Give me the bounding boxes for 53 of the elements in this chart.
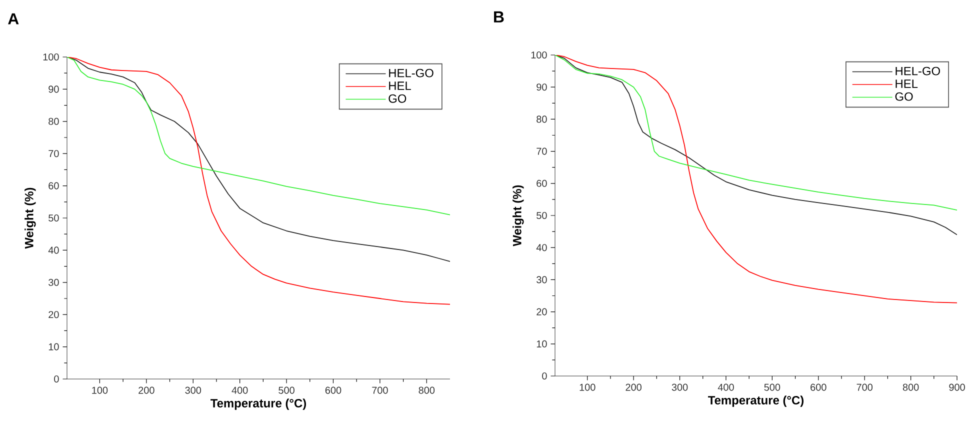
y-tick-label: 70 bbox=[48, 150, 59, 158]
y-tick-label: 70 bbox=[536, 148, 547, 155]
legend-label: HEL bbox=[896, 80, 918, 88]
y-tick-label: 40 bbox=[48, 246, 59, 254]
chart-title: B bbox=[494, 11, 504, 22]
x-tick-label: 200 bbox=[138, 386, 154, 394]
legend-label: HEL-GO bbox=[389, 68, 434, 78]
y-tick-label: 80 bbox=[536, 116, 547, 123]
y-tick-label: 80 bbox=[48, 118, 59, 125]
line-series bbox=[67, 56, 450, 216]
x-tick-label: 800 bbox=[418, 386, 435, 394]
x-tick-label: 100 bbox=[580, 384, 596, 391]
x-tick-label: 100 bbox=[92, 386, 108, 394]
legend-label: HEL-GO bbox=[896, 66, 940, 76]
y-tick-label: 30 bbox=[48, 278, 59, 286]
y-tick-label: 0 bbox=[542, 372, 547, 380]
y-tick-label: 90 bbox=[536, 84, 547, 91]
y-axis-title: Weight (%) bbox=[24, 188, 36, 249]
x-tick-label: 600 bbox=[325, 386, 342, 394]
x-tick-label: 200 bbox=[626, 384, 642, 391]
y-axis-title: Weight (%) bbox=[512, 185, 524, 246]
x-tick-label: 300 bbox=[672, 384, 688, 391]
y-tick-label: 10 bbox=[48, 343, 59, 350]
y-tick-label: 40 bbox=[536, 244, 547, 252]
x-tick-label: 700 bbox=[856, 384, 873, 391]
y-tick-label: 60 bbox=[48, 182, 59, 190]
y-tick-label: 90 bbox=[48, 86, 59, 93]
y-tick-label: 30 bbox=[536, 276, 547, 284]
x-tick-label: 800 bbox=[902, 384, 919, 391]
y-tick-label: 100 bbox=[43, 53, 59, 61]
x-axis-title: Temperature (°C) bbox=[210, 398, 306, 410]
legend-label: GO bbox=[895, 92, 913, 101]
legend-label: GO bbox=[388, 94, 406, 103]
x-tick-label: 300 bbox=[185, 386, 202, 394]
x-tick-label: 400 bbox=[232, 386, 248, 394]
y-tick-label: 0 bbox=[54, 375, 59, 383]
x-tick-label: 500 bbox=[278, 386, 294, 394]
x-axis-title: Temperature (°C) bbox=[708, 396, 804, 407]
y-tick-label: 10 bbox=[536, 340, 547, 348]
x-tick-label: 700 bbox=[372, 386, 388, 394]
x-tick-label: 900 bbox=[949, 384, 965, 391]
x-tick-label: 400 bbox=[718, 384, 734, 391]
y-tick-label: 60 bbox=[536, 180, 547, 187]
line-series bbox=[67, 56, 450, 305]
y-tick-label: 100 bbox=[531, 51, 547, 59]
x-tick-label: 500 bbox=[764, 384, 780, 391]
chart-title: A bbox=[8, 13, 19, 24]
y-tick-label: 20 bbox=[536, 308, 547, 316]
y-tick-label: 20 bbox=[48, 311, 59, 318]
legend-label: HEL bbox=[389, 82, 411, 90]
y-tick-label: 50 bbox=[536, 212, 547, 220]
x-tick-label: 600 bbox=[810, 384, 826, 391]
y-tick-label: 50 bbox=[48, 214, 59, 222]
